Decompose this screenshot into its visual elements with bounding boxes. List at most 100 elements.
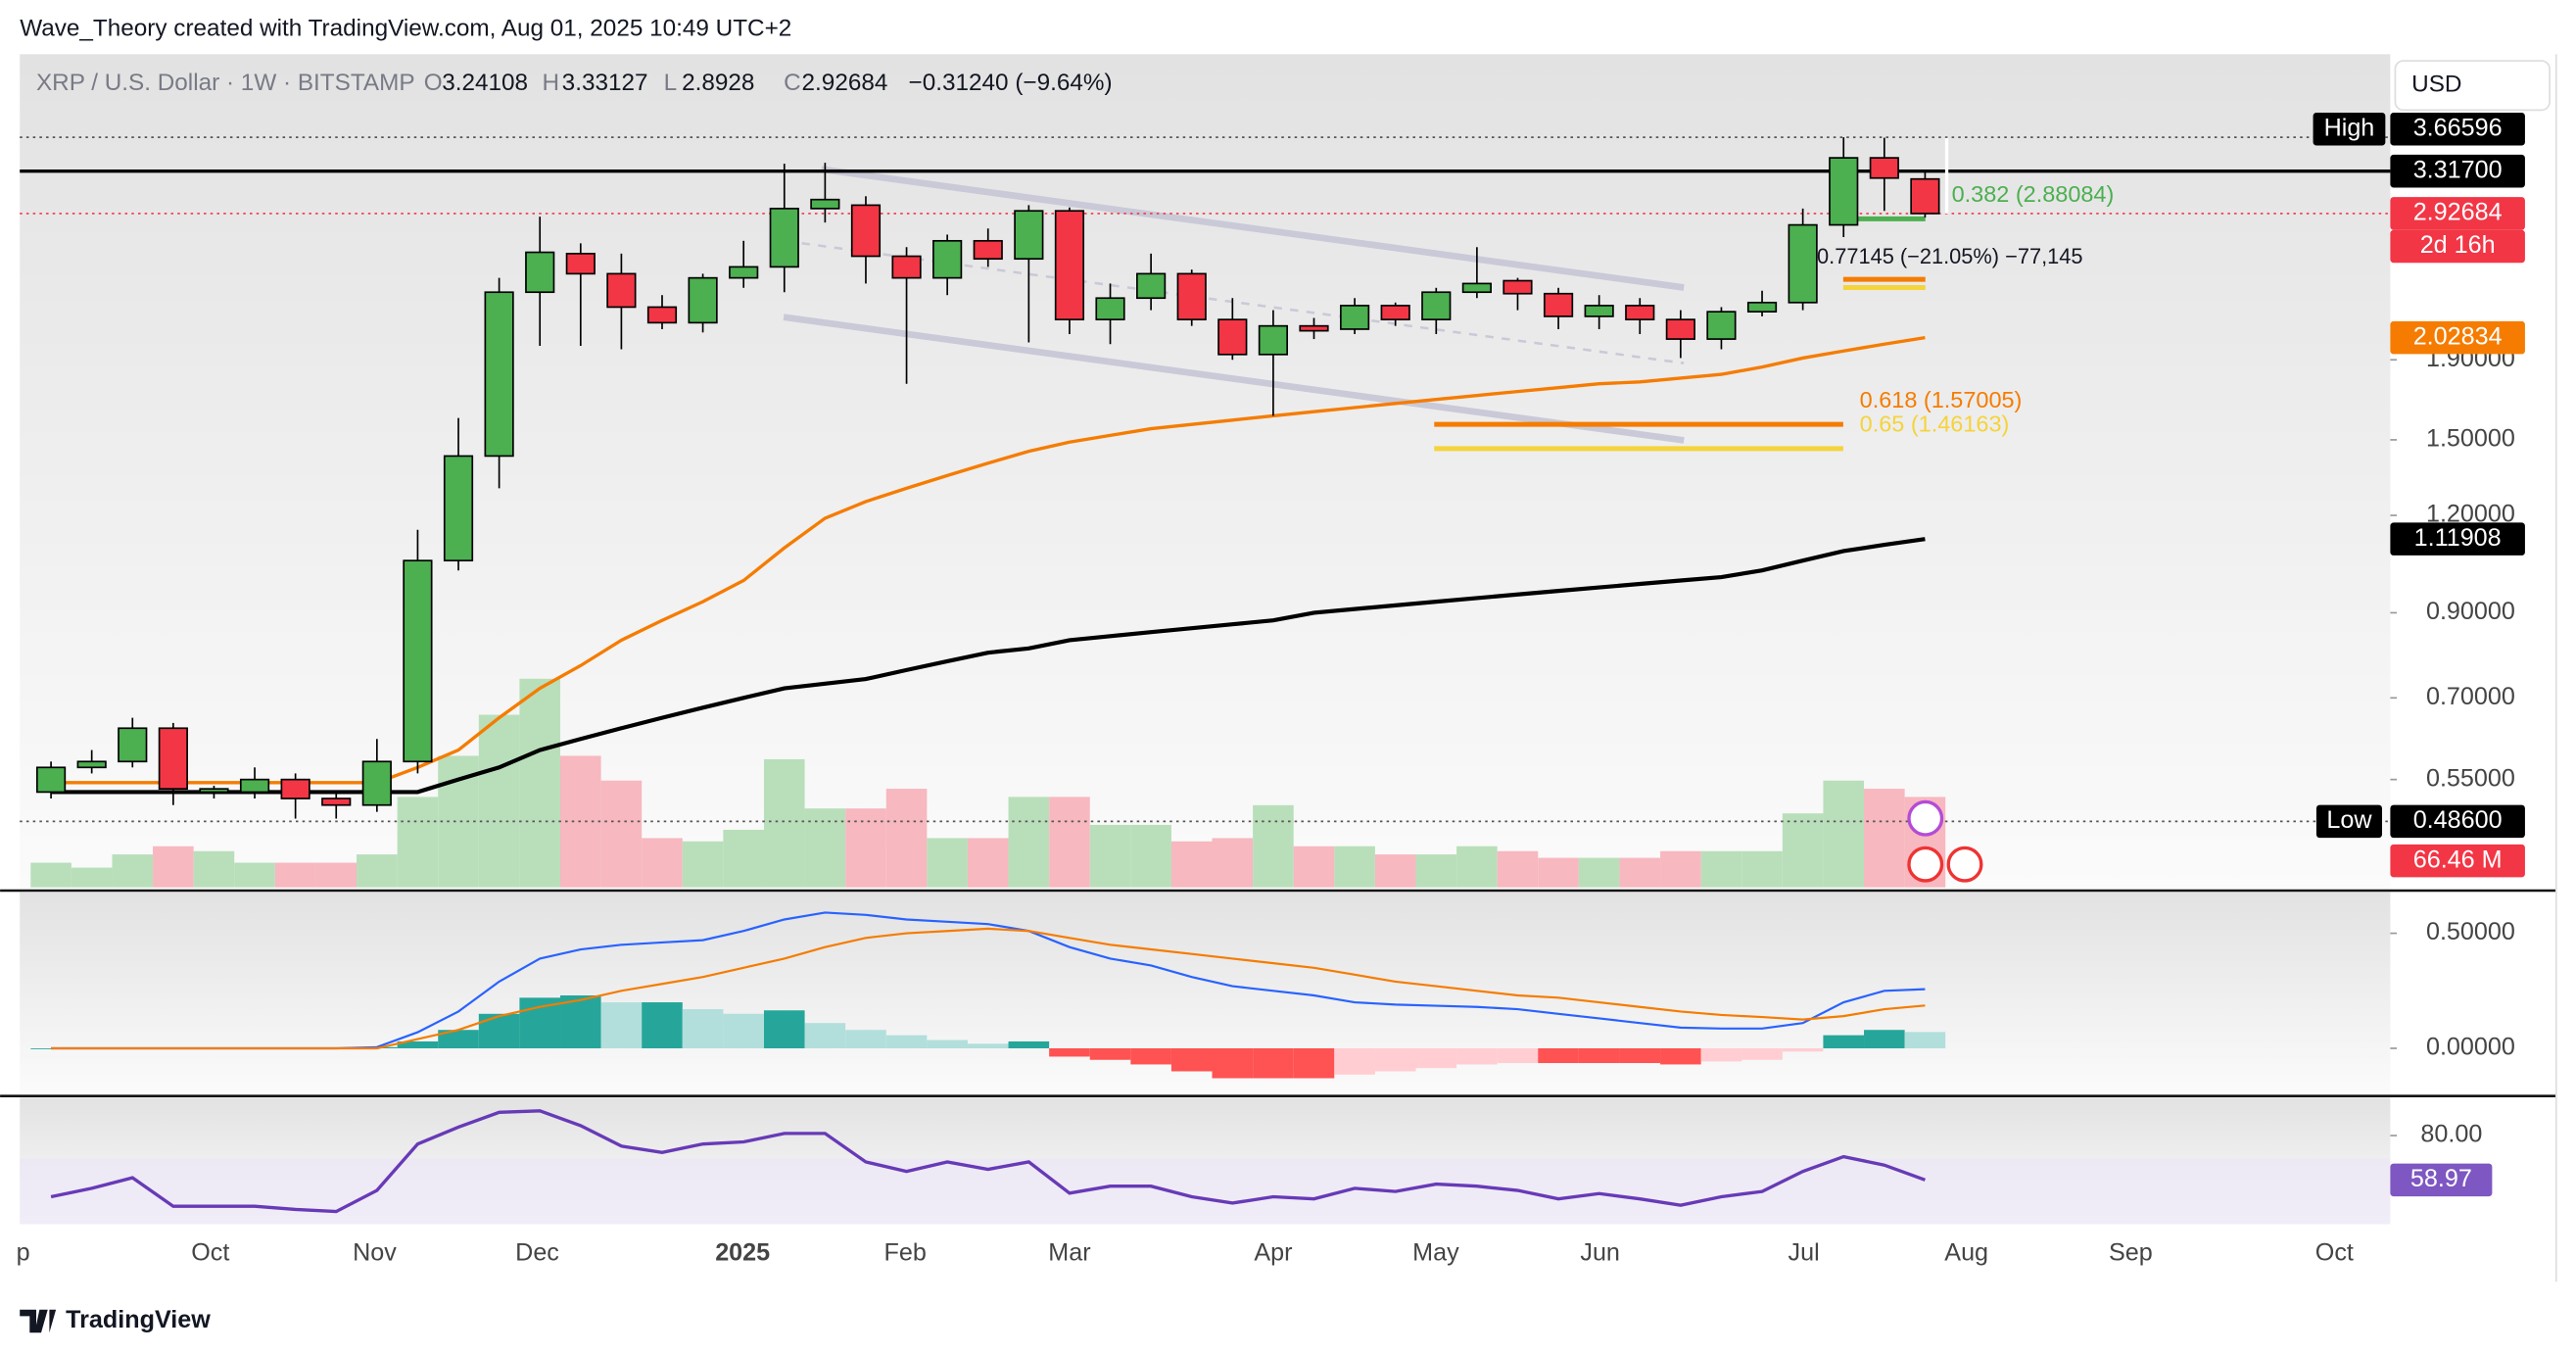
candle-body <box>1095 297 1125 320</box>
candle-body <box>239 778 270 794</box>
ma-price-box <box>2390 522 2525 556</box>
volume-bar <box>1741 850 1783 888</box>
volume-bar <box>1619 857 1661 888</box>
macd-histogram-bar <box>1049 1048 1090 1057</box>
macd-histogram-bar <box>682 1009 724 1049</box>
y-tick-label: 0.00000 <box>2426 1034 2515 1061</box>
x-tick-label: May <box>1412 1238 1459 1266</box>
countdown-box <box>2390 229 2525 264</box>
volume-bar <box>478 714 520 888</box>
macd-histogram-bar <box>1374 1048 1416 1072</box>
low-price: 0.48600 <box>2413 806 2503 834</box>
volume-bar <box>845 808 886 888</box>
macd-histogram-bar <box>967 1043 1009 1049</box>
x-tick-label: Jun <box>1580 1238 1620 1266</box>
candle-body <box>280 778 310 799</box>
close: 2.92684 <box>802 70 888 96</box>
flag-icon[interactable] <box>1907 846 1944 883</box>
currency-button[interactable] <box>2394 60 2551 112</box>
currency[interactable]: USD <box>2411 72 2461 98</box>
plot-layer: 1.900001.500001.200000.900000.700000.550… <box>17 112 2525 1266</box>
measure-label: 0.77145 (−21.05%) −77,145 <box>1817 244 2082 268</box>
volume-bar <box>1497 850 1539 888</box>
candle-body <box>1910 177 1940 215</box>
volume-bar <box>1660 850 1701 888</box>
volume-bar <box>397 797 439 888</box>
candle-body <box>688 276 718 324</box>
change: −0.31240 (−9.64%) <box>909 70 1113 96</box>
volume-bar <box>357 854 398 888</box>
volume-bar <box>1008 797 1050 888</box>
macd-histogram-bar <box>478 1013 520 1049</box>
volume-bar <box>682 841 724 888</box>
rsi-band <box>20 1158 2391 1225</box>
candle-body <box>443 455 474 562</box>
ma-price-box <box>2390 320 2525 355</box>
macd-histogram-bar <box>1130 1048 1171 1065</box>
candle-body <box>35 766 67 794</box>
macd-histogram-bar <box>804 1023 846 1049</box>
volume-bar <box>1293 846 1335 888</box>
macd-histogram-bar <box>1904 1032 1946 1049</box>
high-tag-box <box>2313 112 2386 146</box>
y-tick-label: 0.70000 <box>2426 683 2515 710</box>
candle-body <box>1299 324 1329 332</box>
volume-bar <box>519 678 561 888</box>
macd-histogram-bar <box>1700 1048 1742 1062</box>
macd-histogram-bar <box>1089 1048 1131 1060</box>
macd-histogram-bar <box>723 1013 764 1049</box>
candle-body <box>810 198 840 210</box>
rsi-value-box <box>2390 1163 2493 1197</box>
x-tick-label: Dec <box>515 1238 559 1266</box>
macd-histogram-bar <box>1170 1048 1213 1072</box>
volume-bar <box>1864 789 1905 888</box>
candle-body <box>1054 210 1085 320</box>
y-tick-label: 80.00 <box>2420 1121 2482 1148</box>
candle-body <box>1421 291 1452 320</box>
fib-label: 0.382 (2.88084) <box>1952 181 2115 207</box>
candle-body <box>850 204 882 258</box>
candle-body <box>1746 301 1778 313</box>
high-tag: High <box>2324 114 2375 141</box>
macd-histogram-bar <box>927 1040 968 1049</box>
macd-histogram-bar <box>560 994 601 1049</box>
macd-histogram-bar <box>1741 1048 1783 1060</box>
countdown: 2d 16h <box>2420 231 2496 259</box>
high-price-box <box>2390 112 2525 146</box>
volume-bar <box>71 867 113 888</box>
candle-body <box>606 272 637 309</box>
ma-price: 2.02834 <box>2413 322 2503 350</box>
candle-body <box>1176 272 1207 320</box>
volume-bar <box>723 829 764 888</box>
volume-bar <box>600 780 643 888</box>
macd-histogram-bar <box>1864 1030 1905 1049</box>
volume-bar <box>1089 824 1131 888</box>
macd-histogram-bar <box>1212 1048 1254 1079</box>
volume-bar <box>234 862 275 888</box>
macd-histogram-bar <box>1578 1048 1620 1064</box>
flag-icon[interactable] <box>1946 846 1983 883</box>
volume-bar <box>112 854 154 888</box>
candle-body <box>1014 210 1044 261</box>
x-tick-label: Oct <box>191 1238 229 1266</box>
candle-body <box>1584 305 1614 317</box>
x-tick-label: p <box>17 1238 30 1266</box>
volume-bar <box>763 758 805 888</box>
volume-bar <box>1782 813 1824 888</box>
event-icon[interactable] <box>1907 799 1944 837</box>
volume-bar <box>1334 846 1375 888</box>
volume-bar <box>1700 850 1742 888</box>
ma-price: 1.11908 <box>2414 524 2502 552</box>
fib-label: 0.65 (1.46163) <box>1860 411 2010 437</box>
x-tick-label: Nov <box>353 1238 397 1266</box>
candle-body <box>1461 282 1492 294</box>
l-label: L <box>664 70 678 96</box>
volume-bar <box>804 808 846 888</box>
macd-histogram-bar <box>600 1002 643 1049</box>
candle-body <box>361 760 392 806</box>
volume-bar <box>274 862 316 888</box>
volume-bar <box>193 850 235 888</box>
rsi-value: 58.97 <box>2410 1165 2472 1192</box>
rsi-line <box>50 1109 1926 1214</box>
